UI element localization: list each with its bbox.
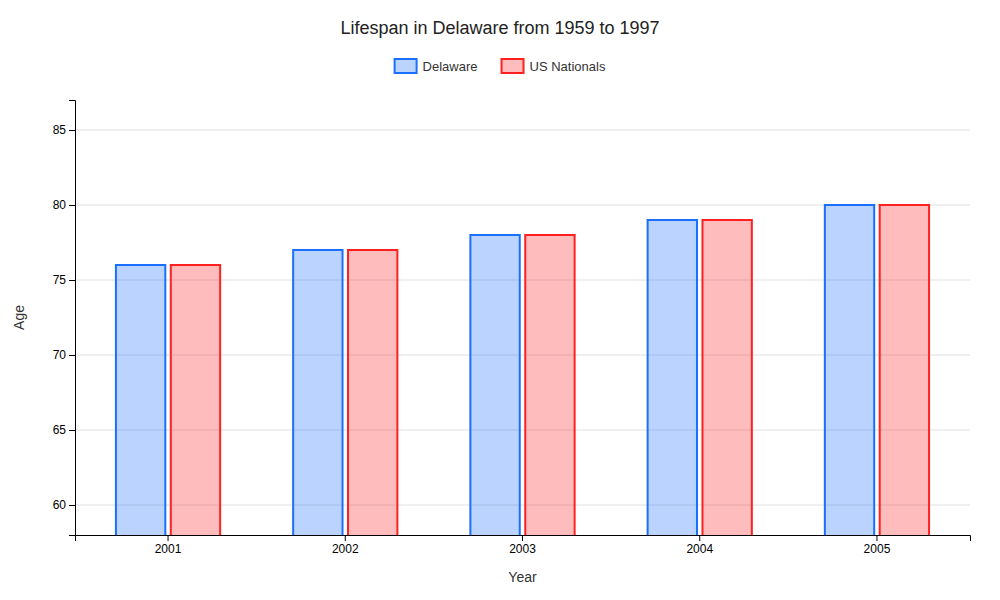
- legend-label: US Nationals: [530, 59, 606, 74]
- x-tick: 2003: [509, 535, 536, 556]
- bar: [880, 205, 929, 535]
- bar: [702, 220, 751, 535]
- tick-label: 2004: [686, 542, 713, 556]
- tick-mark: [699, 535, 700, 541]
- bar-series: [171, 205, 929, 535]
- legend-item: Delaware: [395, 59, 478, 74]
- tick-mark: [876, 535, 877, 541]
- x-axis: 2001 2002 2003 2004 2005: [76, 535, 971, 556]
- tick-mark: [522, 535, 523, 541]
- y-tick: 70: [53, 348, 75, 362]
- y-tick: 60: [53, 498, 75, 512]
- tick-label: 75: [53, 273, 67, 287]
- legend-label: Delaware: [423, 59, 478, 74]
- y-tick: 75: [53, 273, 75, 287]
- x-tick: 2005: [864, 535, 891, 556]
- y-tick: 80: [53, 198, 75, 212]
- legend-swatch: [395, 59, 417, 73]
- tick-label: 85: [53, 123, 67, 137]
- x-tick: 2004: [686, 535, 713, 556]
- legend-item: US Nationals: [502, 59, 606, 74]
- y-axis-title: Age: [11, 305, 27, 330]
- x-tick: 2001: [155, 535, 182, 556]
- tick-label: 2005: [864, 542, 891, 556]
- bar: [116, 265, 165, 535]
- tick-label: 2003: [509, 542, 536, 556]
- tick-mark: [69, 130, 75, 131]
- plot-area: [116, 205, 929, 535]
- tick-label: 60: [53, 498, 67, 512]
- title: Lifespan in Delaware from 1959 to 1997: [340, 18, 659, 38]
- tick-mark: [69, 430, 75, 431]
- bar: [648, 220, 697, 535]
- x-axis-title: Year: [508, 569, 537, 585]
- bar-series: [116, 205, 874, 535]
- x-tick: 2002: [332, 535, 359, 556]
- bar: [825, 205, 874, 535]
- bar: [470, 235, 519, 535]
- tick-label: 2001: [155, 542, 182, 556]
- bar: [525, 235, 574, 535]
- tick-label: 2002: [332, 542, 359, 556]
- tick-label: 65: [53, 423, 67, 437]
- bar: [171, 265, 220, 535]
- tick-mark: [69, 280, 75, 281]
- y-axis: 60 65 70 75 80 85: [53, 101, 76, 536]
- tick-mark: [345, 535, 346, 541]
- legend: Delaware US Nationals: [395, 59, 606, 74]
- y-tick: 85: [53, 123, 75, 137]
- tick-mark: [69, 505, 75, 506]
- bar: [293, 250, 342, 535]
- tick-label: 80: [53, 198, 67, 212]
- legend-swatch: [502, 59, 524, 73]
- tick-label: 70: [53, 348, 67, 362]
- axis-line: [76, 536, 971, 542]
- y-tick: 65: [53, 423, 75, 437]
- axis-line: [69, 101, 76, 536]
- tick-mark: [69, 355, 75, 356]
- grid-line: [75, 130, 970, 131]
- bar: [348, 250, 397, 535]
- tick-mark: [69, 205, 75, 206]
- chart: 2001 2002 2003 2004 2005 60 65 70 75 80 85 Year Age L…: [0, 0, 1000, 600]
- tick-mark: [168, 535, 169, 541]
